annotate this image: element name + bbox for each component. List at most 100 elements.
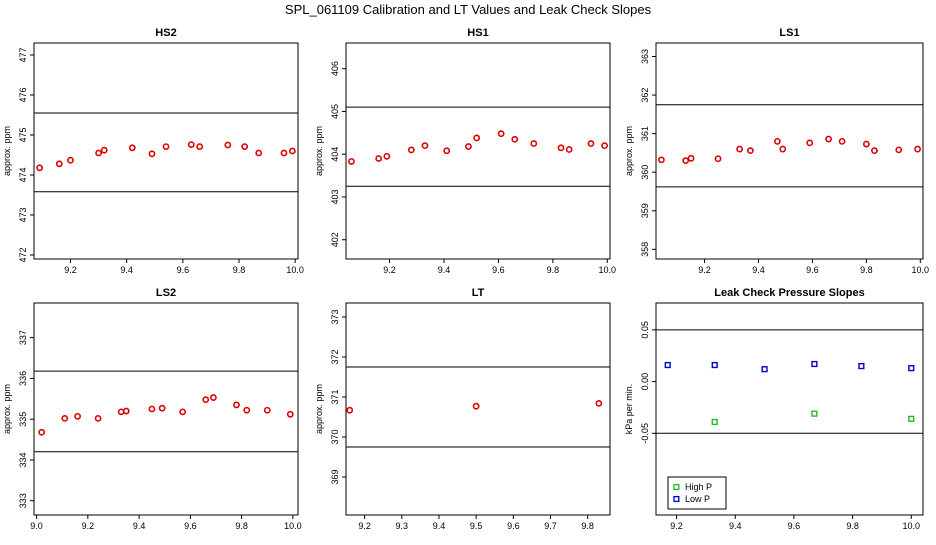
- y-tick-label: 363: [640, 49, 650, 64]
- data-point: [811, 410, 818, 417]
- y-tick-label: 371: [330, 389, 340, 404]
- legend-label: Low P: [685, 494, 710, 504]
- data-point: [895, 146, 903, 154]
- data-point: [761, 366, 768, 373]
- x-tick-label: 9.6: [806, 265, 819, 275]
- x-tick-label: 9.8: [860, 265, 873, 275]
- data-point: [908, 415, 915, 422]
- x-tick-label: 9.2: [670, 521, 683, 531]
- plot-frame: [655, 42, 924, 260]
- y-tick-label: 360: [640, 165, 650, 180]
- y-tick-label: 336: [18, 371, 28, 386]
- data-point: [148, 405, 156, 413]
- y-tick-label: 333: [18, 493, 28, 508]
- x-tick-label: 9.4: [438, 265, 451, 275]
- legend-box: [667, 476, 727, 510]
- data-point: [128, 144, 136, 152]
- y-axis-label: approx. ppm: [2, 126, 12, 176]
- data-point: [74, 412, 81, 420]
- y-tick-label: 474: [18, 167, 28, 182]
- y-axis-label: kPa per min.: [624, 384, 634, 435]
- legend-label: High P: [685, 482, 712, 492]
- data-point: [224, 141, 232, 149]
- legend-marker: [673, 495, 680, 503]
- data-point: [838, 137, 846, 145]
- panel-title: Leak Check Pressure Slopes: [714, 287, 864, 299]
- data-point: [711, 361, 718, 369]
- data-point: [657, 156, 665, 164]
- x-tick-label: 9.6: [492, 265, 505, 275]
- x-tick-label: 9.8: [233, 265, 246, 275]
- panel-title: LS1: [779, 27, 799, 39]
- data-point: [511, 135, 519, 143]
- data-point: [773, 137, 781, 145]
- data-point: [908, 365, 915, 372]
- plot-frame: [345, 42, 611, 260]
- x-tick-label: 9.6: [184, 521, 197, 531]
- x-tick-label: 9.3: [396, 521, 409, 531]
- x-tick-label: 9.8: [547, 265, 560, 275]
- x-tick-label: 9.8: [581, 521, 594, 531]
- data-point: [233, 401, 240, 409]
- y-tick-label: 362: [640, 88, 650, 103]
- y-tick-label: 361: [640, 126, 650, 141]
- data-point: [36, 164, 44, 172]
- data-point: [286, 410, 294, 418]
- y-tick-label: 404: [330, 147, 340, 162]
- data-point: [383, 152, 391, 160]
- data-point: [779, 145, 787, 153]
- data-point: [557, 144, 565, 152]
- x-tick-label: 9.8: [235, 521, 248, 531]
- x-tick-label: 9.2: [82, 521, 95, 531]
- x-tick-label: 9.4: [729, 521, 742, 531]
- panel-0: HS2 approx. ppm 9.2 9.4 9.6 9.8 10.0 472 473 474 4…: [2, 27, 304, 275]
- y-tick-label: 369: [330, 469, 340, 484]
- x-tick-label: 10.0: [912, 265, 930, 275]
- data-point: [255, 149, 263, 157]
- data-point: [55, 160, 63, 168]
- y-tick-label: 373: [330, 309, 340, 324]
- data-point: [714, 155, 722, 163]
- y-tick-label: 403: [330, 189, 340, 204]
- panel-title: LS2: [156, 287, 176, 299]
- y-tick-label: 406: [330, 61, 340, 76]
- y-tick-label: 0.05: [640, 321, 650, 339]
- data-point: [858, 362, 865, 370]
- y-tick-label: 405: [330, 104, 340, 119]
- y-tick-label: 476: [18, 87, 28, 102]
- y-tick-label: 472: [18, 247, 28, 262]
- y-tick-label: 475: [18, 127, 28, 142]
- data-point: [117, 408, 125, 416]
- x-tick-label: 10.0: [284, 521, 302, 531]
- y-axis-label: approx. ppm: [314, 384, 324, 434]
- x-tick-label: 9.6: [177, 265, 190, 275]
- panel-title: HS2: [155, 27, 176, 39]
- data-point: [280, 149, 288, 157]
- panel-title: HS1: [467, 27, 488, 39]
- data-point: [100, 146, 108, 154]
- data-point: [914, 145, 922, 153]
- data-point: [711, 418, 718, 426]
- x-tick-label: 9.8: [846, 521, 859, 531]
- data-point: [736, 145, 744, 153]
- x-tick-label: 10.0: [599, 265, 617, 275]
- y-tick-label: -0.05: [640, 423, 650, 444]
- data-point: [162, 143, 170, 150]
- y-tick-label: 334: [18, 452, 28, 467]
- data-point: [288, 147, 296, 155]
- panel-5: Leak Check Pressure Slopes kPa per min. 9.…: [624, 287, 924, 531]
- data-point: [497, 130, 505, 138]
- data-point: [263, 406, 271, 414]
- y-tick-label: 359: [640, 203, 650, 218]
- plot-frame: [33, 42, 299, 260]
- y-tick-label: 335: [18, 412, 28, 427]
- y-tick-label: 370: [330, 429, 340, 444]
- data-point: [122, 407, 130, 415]
- data-point: [871, 147, 878, 155]
- x-tick-label: 9.2: [64, 265, 77, 275]
- x-tick-label: 9.5: [470, 521, 483, 531]
- data-point: [473, 134, 481, 142]
- y-tick-label: 473: [18, 207, 28, 222]
- data-point: [38, 428, 46, 436]
- y-axis-label: approx. ppm: [314, 126, 324, 176]
